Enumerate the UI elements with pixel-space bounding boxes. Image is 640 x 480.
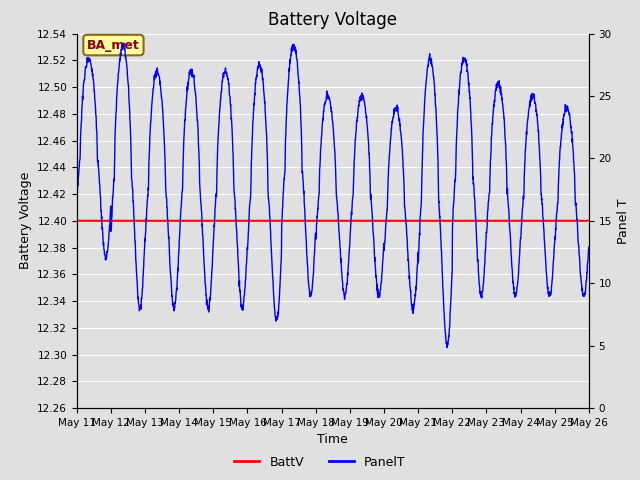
X-axis label: Time: Time [317,433,348,446]
Y-axis label: Panel T: Panel T [618,198,630,244]
Text: BA_met: BA_met [87,38,140,51]
Legend: BattV, PanelT: BattV, PanelT [229,451,411,474]
Y-axis label: Battery Voltage: Battery Voltage [19,172,31,269]
Title: Battery Voltage: Battery Voltage [268,11,397,29]
